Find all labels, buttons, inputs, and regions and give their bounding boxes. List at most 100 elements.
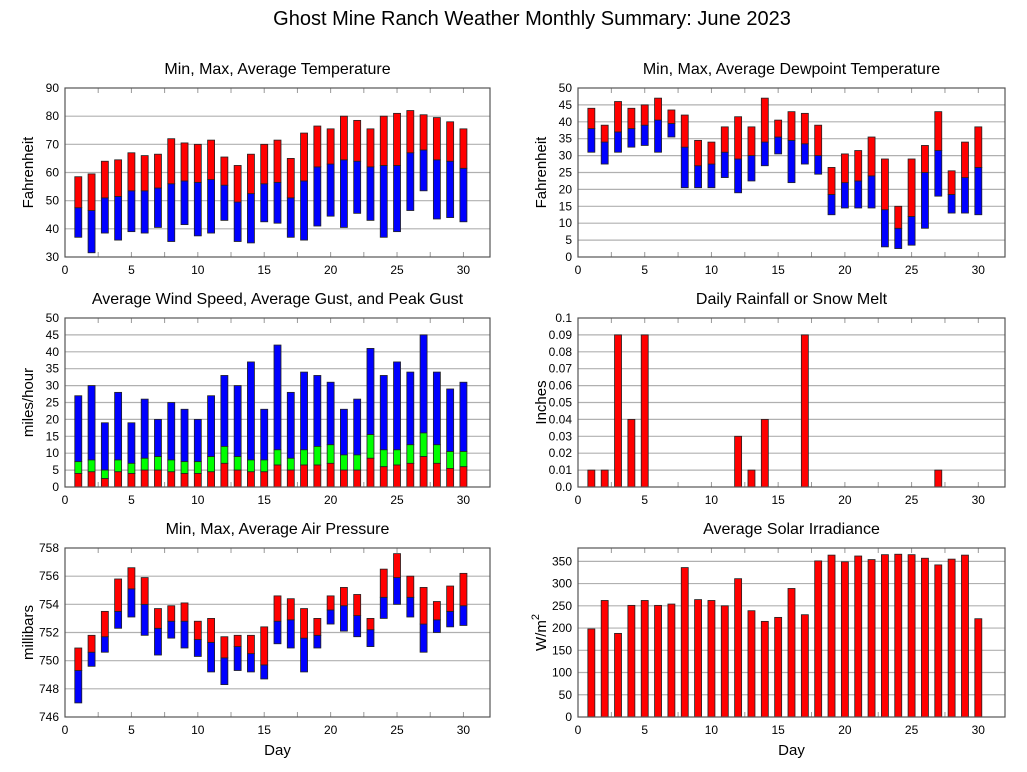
bar [947,558,956,718]
bar-max-segment [180,142,189,182]
bar-peak-gust [432,371,441,446]
y-tick-label: 35 [559,132,573,146]
bar-avg-gust [393,449,401,466]
plot-frame [64,547,491,718]
bar-avg-segment [600,141,609,165]
bar-max-segment [353,119,362,162]
bar-max-segment [446,585,455,612]
bar-avg-segment [432,159,441,220]
bar-avg-segment [393,577,401,605]
bar-avg-speed [353,469,362,488]
bar-avg-speed [366,457,375,488]
bar-avg-gust [207,456,215,473]
bar-max-segment [340,587,348,607]
bar-peak-gust [273,344,282,451]
bar [640,334,649,488]
y-tick-label: 0 [565,250,572,264]
bar-avg-speed [432,462,441,488]
bar-peak-gust [406,371,415,446]
plot-frame [64,317,491,488]
bar-max-segment [393,112,401,166]
bar-max-segment [720,126,729,153]
bar-avg-gust [220,446,229,464]
bar-max-segment [667,109,676,124]
bar-max-segment [313,125,322,168]
bar-avg-segment [894,227,903,249]
x-tick-label: 15 [258,723,272,737]
y-tick-label: 748 [39,682,59,696]
bar-avg-segment [459,605,468,626]
y-tick-label: 0.01 [549,463,573,477]
y-tick-label: 250 [552,599,572,613]
x-tick-label: 25 [390,493,404,507]
bar-avg-gust [140,457,149,471]
y-tick-label: 40 [46,345,60,359]
y-axis-label: W/m2 [530,614,550,651]
bar-max-segment [100,610,109,638]
bar-avg-speed [193,473,202,488]
bar-avg-gust [419,432,428,457]
bar-peak-gust [140,398,149,459]
y-tick-label: 0.0 [555,480,572,494]
bar-avg-segment [260,183,269,223]
bar-max-segment [247,634,255,655]
bar-avg-segment [167,620,176,639]
bar [600,600,609,718]
x-tick-label: 25 [905,723,919,737]
bar-peak-gust [326,381,335,446]
bar-avg-segment [694,165,702,189]
bar-avg-speed [313,464,322,488]
bar-max-segment [167,605,176,622]
x-tick-label: 0 [62,723,69,737]
bar-peak-gust [379,375,388,451]
bar-avg-speed [114,471,123,488]
y-tick-label: 758 [39,541,59,555]
y-tick-label: 40 [559,115,573,129]
x-tick-label: 30 [457,263,471,277]
bar-avg-segment [114,196,123,241]
bar-avg-segment [406,152,415,211]
bar-max-segment [406,110,415,154]
bar-avg-segment [907,216,916,246]
y-tick-label: 0 [52,480,59,494]
bar-max-segment [814,124,823,157]
bar-max-segment [207,139,215,180]
x-tick-label: 30 [972,723,986,737]
bar [854,555,863,718]
bar-peak-gust [446,388,455,452]
bar-avg-segment [273,620,282,645]
chart-title: Average Solar Irradiance [703,521,880,538]
bar-avg-segment [140,190,149,234]
bar-max-segment [654,97,662,121]
bar-max-segment [419,587,428,625]
x-tick-label: 15 [258,263,272,277]
bar-max-segment [326,595,335,611]
x-tick-label: 5 [641,723,648,737]
bar-max-segment [379,568,388,598]
bar [867,559,876,718]
bar-avg-speed [233,469,242,488]
bar-avg-gust [180,461,189,474]
y-tick-label: 50 [46,194,60,208]
x-tick-label: 15 [258,493,272,507]
bar-avg-segment [233,646,242,671]
y-tick-label: 750 [39,654,59,668]
bar-max-segment [127,152,136,192]
y-tick-label: 0.05 [549,396,573,410]
bar-avg-segment [747,155,756,182]
bar-max-segment [154,608,162,629]
bar-avg-segment [193,639,202,657]
bar-max-segment [326,128,335,165]
y-tick-label: 746 [39,710,59,724]
bar-avg-speed [220,462,229,488]
bar-avg-segment [260,664,269,680]
bar-max-segment [747,126,756,157]
bar-max-segment [74,647,83,671]
y-tick-label: 0.09 [549,328,573,342]
x-tick-label: 5 [128,263,135,277]
bar-max-segment [74,176,83,209]
bar-max-segment [406,575,415,598]
bar-max-segment [840,153,849,184]
bar-avg-segment [100,636,109,653]
bar-avg-gust [340,454,348,471]
